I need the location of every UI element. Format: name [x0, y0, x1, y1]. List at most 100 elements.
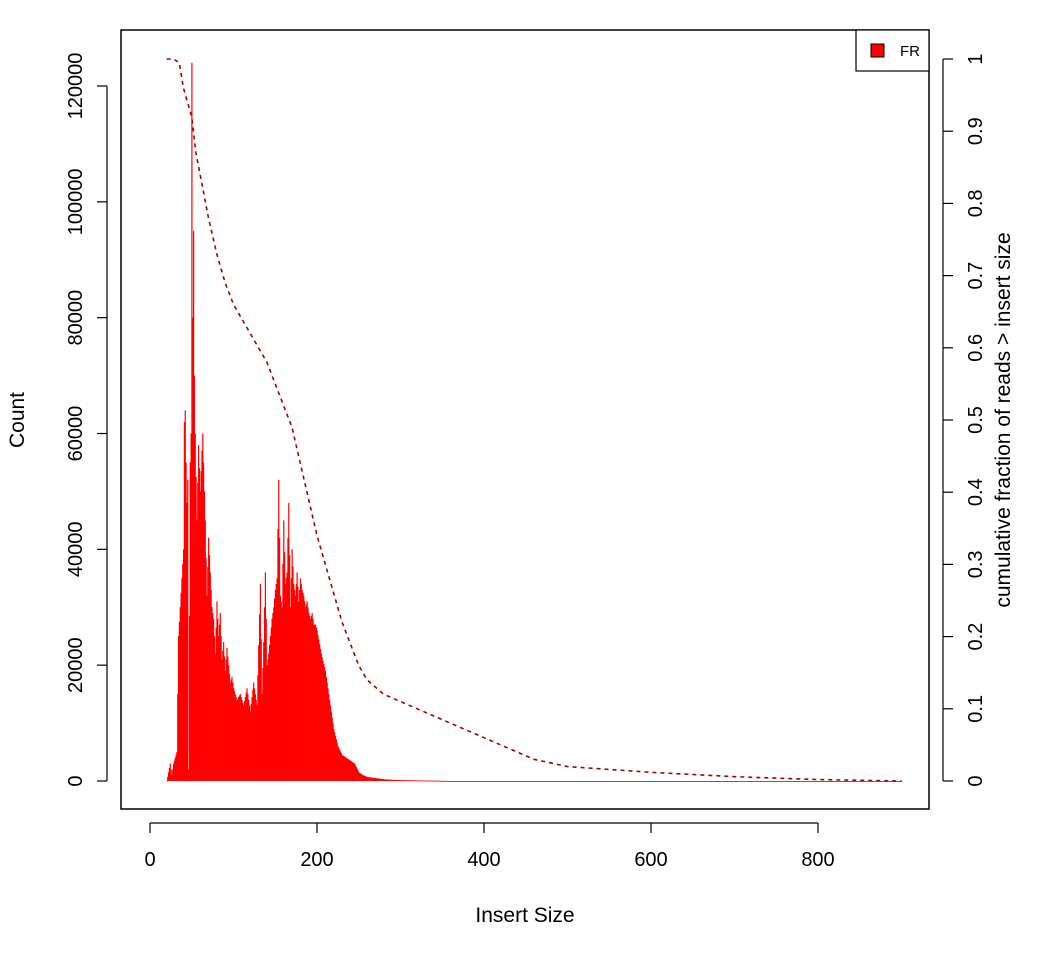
histogram-bar [397, 780, 399, 781]
histogram-bar [836, 781, 838, 782]
histogram-bar [344, 756, 346, 781]
histogram-bar [385, 779, 388, 781]
histogram-bar [187, 479, 189, 781]
histogram-bar [548, 781, 550, 782]
histogram-bar [613, 781, 615, 782]
histogram-bar [866, 781, 868, 782]
y2-tick-label: 1 [965, 53, 987, 64]
histogram-bar [792, 781, 794, 782]
histogram-bar [731, 781, 733, 782]
histogram-bar [243, 701, 246, 781]
histogram-bar [240, 697, 242, 781]
histogram-bar [734, 781, 737, 782]
y-tick-label: 120000 [65, 53, 87, 120]
histogram-bar [668, 781, 671, 782]
histogram-bar [713, 781, 715, 782]
histogram-bar [600, 781, 602, 782]
histogram-bar [766, 781, 768, 782]
histogram-bar [667, 781, 669, 782]
histogram-bar [265, 618, 267, 781]
histogram-bar [221, 659, 223, 782]
histogram-bar [419, 780, 421, 782]
histogram-bar [673, 781, 675, 782]
histogram-bar [502, 781, 504, 782]
histogram-bar [841, 781, 843, 782]
histogram-bar [383, 779, 385, 781]
histogram-bar [251, 697, 253, 781]
x-tick-label: 400 [467, 849, 500, 871]
histogram-bar [626, 781, 628, 782]
histogram-bar [745, 781, 747, 782]
histogram-bar [337, 746, 339, 781]
histogram-bar [874, 781, 876, 782]
histogram-bar [200, 471, 202, 781]
histogram-bar [793, 781, 795, 782]
histogram-bar [253, 688, 256, 781]
histogram-bar [702, 781, 704, 782]
histogram-bar [336, 742, 338, 781]
histogram-bar [463, 781, 465, 782]
histogram-bar [393, 779, 395, 781]
histogram-bar [764, 781, 766, 782]
histogram-bar [562, 781, 564, 782]
histogram-bar [710, 781, 712, 782]
histogram-bar [589, 781, 591, 782]
histogram-bar [843, 781, 845, 782]
histogram-bar [512, 781, 514, 782]
histogram-bar [683, 781, 686, 782]
histogram-bar [279, 537, 281, 781]
histogram-bar [613, 781, 616, 782]
histogram-bar [572, 781, 574, 782]
histogram-bar [823, 781, 825, 782]
histogram-bar [491, 781, 494, 782]
histogram-bar [296, 572, 298, 781]
histogram-bar [177, 694, 179, 782]
histogram-bar [375, 778, 378, 781]
histogram-bar [527, 781, 529, 782]
histogram-bar [318, 639, 320, 781]
histogram-bar [443, 780, 445, 782]
histogram-bar [511, 781, 513, 782]
histogram-bar [711, 781, 713, 782]
histogram-bar [291, 549, 293, 781]
histogram-bar [845, 781, 848, 782]
histogram-bar [567, 781, 569, 782]
histogram-bar [389, 779, 391, 781]
histogram-bar [196, 520, 198, 782]
histogram-bar [675, 781, 677, 782]
histogram-bar [358, 772, 360, 781]
histogram-bar [659, 781, 661, 782]
histogram-bar [729, 781, 731, 782]
histogram-bar [423, 780, 425, 782]
histogram-bar [706, 781, 708, 782]
histogram-bar [316, 630, 318, 781]
histogram-bar [178, 621, 180, 781]
histogram-bar [365, 776, 367, 781]
histogram-bar [801, 781, 803, 782]
histogram-bar [387, 779, 389, 781]
histogram-bar [844, 781, 846, 782]
histogram-bar [783, 781, 785, 782]
histogram-bar [457, 781, 459, 782]
histogram-bar [837, 781, 839, 782]
histogram-bar [694, 781, 696, 782]
histogram-bar [258, 644, 260, 781]
histogram-bar [202, 433, 204, 781]
histogram-bar [851, 781, 854, 782]
histogram-bar [474, 781, 476, 782]
histogram-bar [229, 682, 231, 781]
histogram-bar [260, 639, 262, 781]
histogram-bar [433, 780, 435, 782]
histogram-bar [428, 780, 430, 782]
histogram-bar [451, 781, 454, 782]
histogram-bar [364, 775, 366, 781]
histogram-bar [263, 642, 265, 781]
histogram-bars [166, 62, 903, 782]
histogram-bar [612, 781, 614, 782]
histogram-bar [264, 572, 266, 781]
histogram-bar [542, 781, 544, 782]
histogram-bar [420, 780, 422, 782]
histogram-bar [493, 781, 495, 782]
histogram-bar [714, 781, 717, 782]
histogram-bar [765, 781, 767, 782]
